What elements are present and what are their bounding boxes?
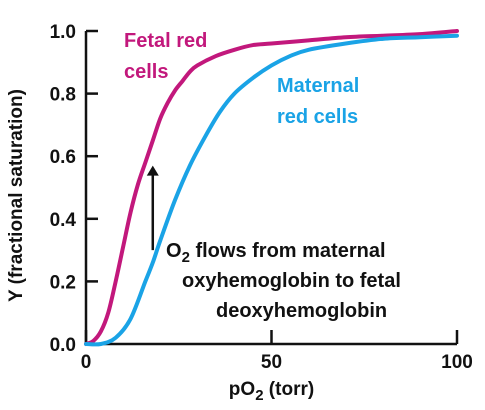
x-tick-label: 50 <box>261 352 282 373</box>
maternal-label-line: Maternal <box>277 75 359 97</box>
annotation-line-1: O2 flows from maternal <box>166 240 386 266</box>
annotation-line-2-main: oxyhemoglobin to fetal <box>182 270 401 292</box>
axes: 0.0 0.2 0.4 0.6 0.8 1.0 0 50 100 Y (fractional sa… <box>6 22 473 404</box>
y-tick-label: 0.4 <box>50 210 77 231</box>
annotation-line-3-main: deoxyhemoglobin <box>216 300 387 322</box>
oxygen-flow-annotation: O2 flows from maternal oxyhemoglobin to f… <box>166 240 401 322</box>
annotation-line-1-subscript: 2 <box>182 249 190 266</box>
annotation-line-3: deoxyhemoglobin <box>216 300 387 322</box>
fetal-series-line <box>84 29 459 346</box>
annotation-line-1-main: O <box>166 240 182 262</box>
y-tick-label: 0.2 <box>50 272 76 293</box>
maternal-series-label: Maternal red cells <box>277 75 359 128</box>
x-axis-label-main: pO <box>229 379 255 400</box>
y-tick-label: 1.0 <box>50 22 76 43</box>
x-axis-label-suffix: (torr) <box>264 379 315 400</box>
y-axis-label: Y (fractional saturation) <box>6 89 27 302</box>
x-axis-label-subscript: 2 <box>255 387 263 404</box>
fetal-series-label: Fetal red cells <box>124 30 207 83</box>
fetal-label-line: cells <box>124 61 168 83</box>
maternal-series-line <box>84 33 459 347</box>
y-tick-label: 0.8 <box>50 85 76 106</box>
y-tick-label: 0.6 <box>50 147 76 168</box>
series-group <box>84 29 459 347</box>
annotation-line-2: oxyhemoglobin to fetal <box>182 270 401 292</box>
annotation-line-1-suffix: flows from maternal <box>190 240 386 262</box>
fetal-label-line: Fetal red <box>124 30 207 52</box>
y-tick-label: 0.0 <box>50 335 76 356</box>
x-tick-label: 0 <box>81 352 92 373</box>
x-axis-label: pO2 (torr) <box>229 379 314 404</box>
oxygen-flow-arrow <box>146 165 159 251</box>
x-tick-label: 100 <box>441 352 473 373</box>
maternal-label-line: red cells <box>277 106 358 128</box>
oxygen-flow-arrow-head <box>146 165 159 176</box>
